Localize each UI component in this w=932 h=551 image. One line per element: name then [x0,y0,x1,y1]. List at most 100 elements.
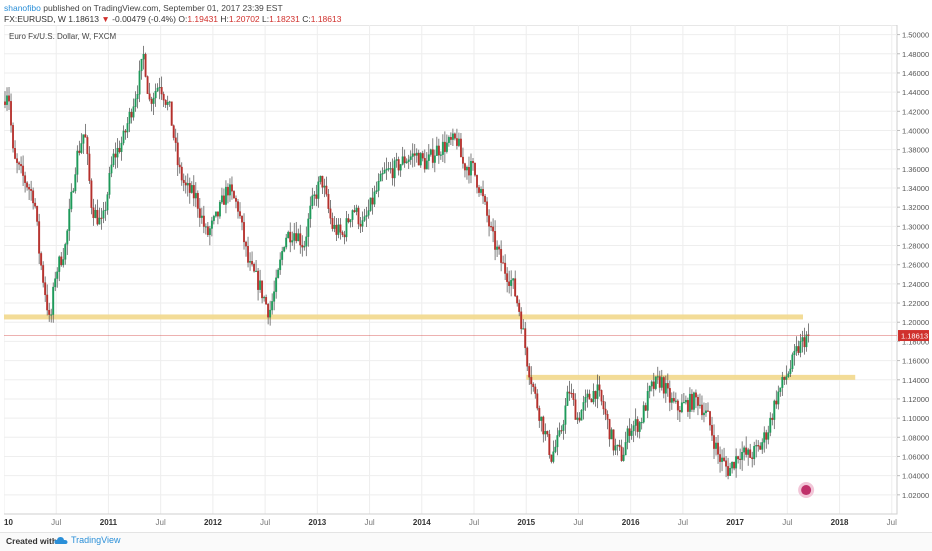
candle-body [546,431,549,435]
candle-body [496,246,499,250]
y-tick-label: 1.06000 [902,452,929,461]
candle-body [319,175,322,182]
candle-body [218,202,221,217]
candle-body [522,328,525,330]
candle-body [305,236,308,247]
candle-body [789,368,792,374]
price-chart[interactable]: 1.02000 1.04000 1.06000 1.08000 1.10000 1.120… [0,24,929,530]
y-tick-label: 1.14000 [902,376,929,385]
y-tick-label: 1.16000 [902,357,929,366]
candle-body [709,411,711,426]
candle-body [666,383,669,389]
candle-body [40,253,43,266]
candle-body [512,278,515,281]
candle-body [114,153,117,158]
candle-body [564,405,567,425]
candle-body [359,223,362,227]
x-tick-label: Jul [469,518,479,527]
candle-body [783,376,786,380]
candle-body [237,201,239,212]
tradingview-logo[interactable]: TradingView [54,535,121,545]
candle-body [90,180,93,208]
candle-body [50,314,53,316]
candle-body [152,97,155,104]
candle-body [524,328,527,349]
author-link[interactable]: shanofibo [4,3,41,13]
candle-body [431,149,434,163]
candle-body [528,366,531,378]
candle-body [462,156,464,164]
candle-body [231,184,233,192]
candle-body [488,215,491,227]
y-tick-label: 1.02000 [902,491,929,500]
candle-body [229,184,231,196]
candle-body [616,444,619,446]
candle-body [206,226,209,236]
candle-body [484,195,486,202]
candle-body [411,153,414,157]
candle-body [407,159,410,162]
candle-body [717,442,719,455]
candle-body [42,265,45,283]
candle-body [733,461,736,469]
candle-body [787,373,790,377]
candle-body [466,167,468,171]
candle-body [753,445,756,460]
candle-body [202,215,205,227]
y-tick-label: 1.12000 [902,395,929,404]
candle-body [243,222,245,243]
candle-body [371,197,374,205]
candle-body [200,215,203,218]
candle-body [178,164,181,168]
candle-body [739,458,742,460]
candle-body [170,101,173,126]
candle-body [134,98,137,107]
candle-body [28,187,31,190]
candle-body [427,154,430,161]
candle-body [568,391,571,394]
candle-body [592,391,595,403]
candle-body [455,138,458,146]
candle-body [345,218,348,238]
candle-body [727,466,730,476]
candle-body [303,245,306,248]
candle-body [610,429,613,440]
candle-body [4,101,6,105]
candle-body [273,291,276,302]
candle-body [791,354,794,370]
candle-body [126,123,129,133]
candle-body [516,295,519,304]
candle-body [74,174,77,192]
y-tick-label: 1.46000 [902,69,929,78]
ohlc-bar: FX:EURUSD, W 1.18613 ▼ -0.00479 (-0.4%) … [4,13,341,25]
candle-body [214,211,217,217]
candle-body [580,410,583,421]
candle-body [128,111,131,124]
candle-body [208,228,211,236]
x-tick-label: 2010 [4,518,13,527]
chart-area[interactable]: 1.02000 1.04000 1.06000 1.08000 1.10000 1.120… [0,24,929,530]
candle-body [628,428,631,436]
candle-body [275,277,278,292]
candle-body [329,208,332,219]
candle-body [648,386,651,392]
candle-body [652,381,655,389]
candle-body [596,384,599,399]
candle-body [253,264,256,272]
candle-body [150,99,153,104]
candle-body [478,187,480,193]
candle-body [729,468,732,476]
candle-body [391,168,394,179]
candle-body [307,218,310,237]
candle-body [271,301,274,311]
candle-body [690,393,693,410]
candle-body [401,156,404,165]
candle-body [112,153,115,166]
candle-body [504,262,507,274]
y-tick-label: 1.08000 [902,433,929,442]
candle-body [68,208,71,231]
candle-body [464,163,466,171]
candle-body [24,175,27,183]
candle-body [502,262,505,264]
candle-body [608,419,611,440]
